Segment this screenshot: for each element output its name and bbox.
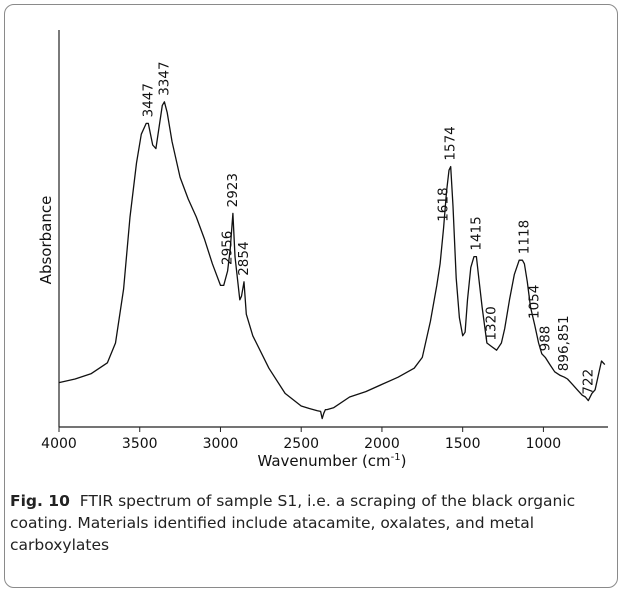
- figure-frame: [4, 4, 618, 588]
- caption-label: Fig. 10: [10, 492, 70, 510]
- peak-label: 988: [537, 326, 553, 352]
- y-axis-title: Absorbance: [37, 196, 55, 285]
- x-axis-title-close: ): [401, 452, 407, 470]
- x-axis-title-sup: -1: [391, 452, 401, 463]
- peak-label: 722: [580, 369, 596, 395]
- x-tick-label: 1500: [445, 436, 481, 452]
- x-axis-title-main: Wavenumber (cm: [257, 452, 390, 470]
- peak-label: 1320: [484, 306, 500, 340]
- peak-label: 1618: [436, 187, 452, 221]
- peak-label: 2923: [225, 173, 241, 207]
- x-tick-label: 3000: [203, 436, 239, 452]
- peak-label: 2956: [220, 231, 236, 265]
- x-ticks: 4000 3500 3000 2500 2000 1500 1000: [41, 427, 561, 452]
- peak-label: 3347: [156, 61, 172, 95]
- peak-label: 1054: [527, 285, 543, 319]
- chart-axes: [58, 30, 608, 428]
- peak-label: 2854: [236, 241, 252, 275]
- peak-label: 1574: [443, 126, 459, 160]
- spectrum-line: [58, 101, 606, 420]
- x-tick-label: 2000: [364, 436, 400, 452]
- spectrum-series: [58, 101, 606, 420]
- peak-label: 1415: [468, 216, 484, 250]
- x-tick-label: 1000: [526, 436, 562, 452]
- peak-label: 1118: [516, 220, 532, 254]
- x-tick-label: 2500: [283, 436, 319, 452]
- x-tick-label: 3500: [122, 436, 158, 452]
- peak-label: 896,851: [556, 315, 572, 371]
- figure-caption: Fig. 10 FTIR spectrum of sample S1, i.e.…: [10, 490, 610, 556]
- peak-label: 3447: [140, 83, 156, 117]
- caption-text: FTIR spectrum of sample S1, i.e. a scrap…: [10, 492, 576, 554]
- x-tick-label: 4000: [41, 436, 77, 452]
- x-axis-title: Wavenumber (cm-1): [257, 452, 406, 470]
